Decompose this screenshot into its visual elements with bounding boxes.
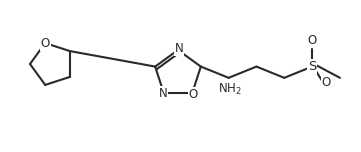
Text: N: N bbox=[175, 43, 183, 55]
Text: S: S bbox=[308, 60, 316, 73]
Text: O: O bbox=[308, 34, 317, 47]
Text: O: O bbox=[188, 88, 198, 101]
Text: NH$_2$: NH$_2$ bbox=[218, 82, 242, 97]
Text: O: O bbox=[322, 76, 331, 89]
Text: O: O bbox=[40, 37, 50, 50]
Text: N: N bbox=[158, 87, 167, 100]
